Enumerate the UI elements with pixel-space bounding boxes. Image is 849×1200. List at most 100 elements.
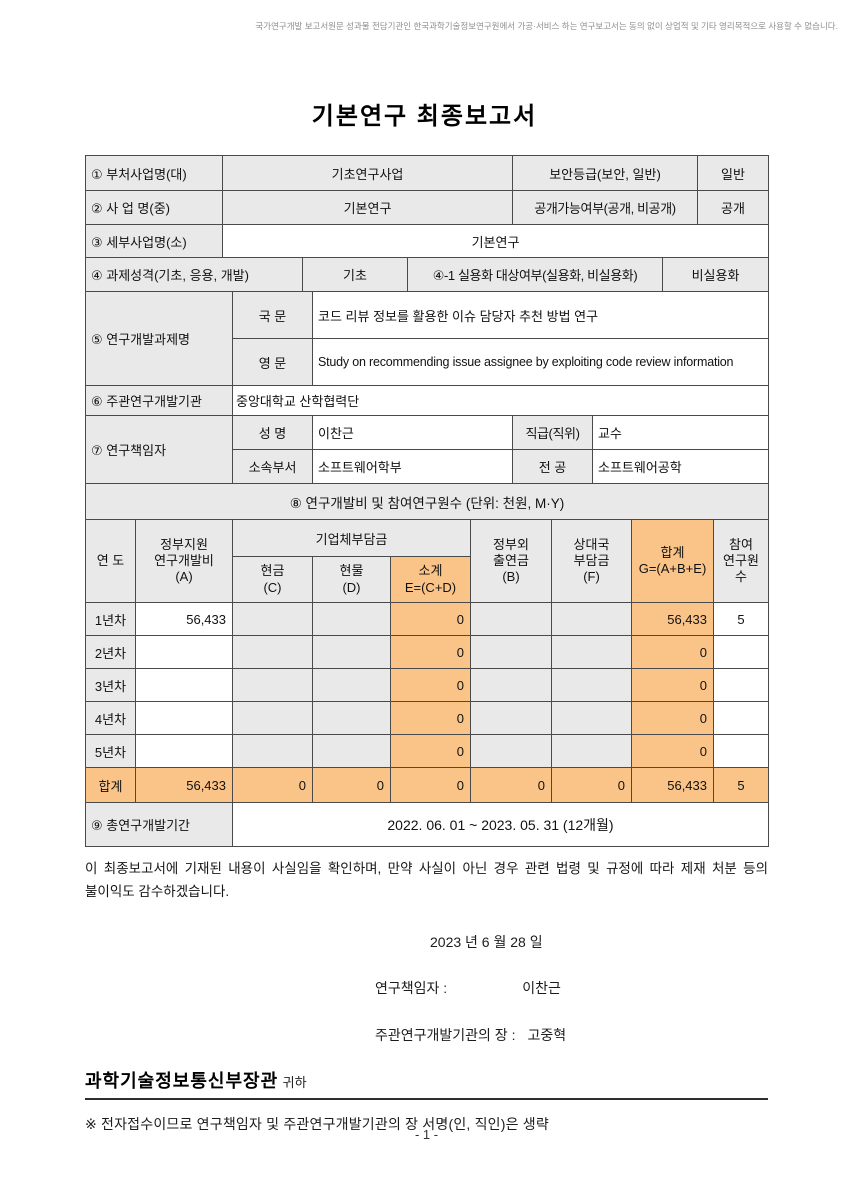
gov-fund-value <box>135 635 233 669</box>
partner-value <box>551 668 632 702</box>
cash-total: 0 <box>232 767 313 803</box>
electronic-submission-note: ※ 전자접수이므로 연구책임자 및 주관연구개발기관의 장 서명(인, 직인)은… <box>85 1115 549 1132</box>
field-label-title-korean: 국 문 <box>232 291 313 339</box>
field-label-subprogram: ③ 세부사업명(소) <box>85 224 223 258</box>
field-label-program-name: ② 사 업 명(중) <box>85 190 223 225</box>
non-gov-value <box>470 734 552 768</box>
signature-line-pi: 연구책임자 : 이찬근 <box>375 978 768 998</box>
year-label: 3년차 <box>85 668 136 702</box>
column-header-in-kind: 현물 (D) <box>312 556 391 603</box>
year-label: 4년차 <box>85 701 136 735</box>
column-header-total: 합계 G=(A+B+E) <box>631 519 714 603</box>
field-label-pi-rank: 직급(직위) <box>512 415 593 450</box>
table-row: 영 문 Study on recommending issue assignee… <box>86 338 769 386</box>
info-table-project-type: ④ 과제성격(기초, 응용, 개발) 기초 ④-1 실용화 대상여부(실용화, … <box>85 257 769 292</box>
column-header-company-share: 기업체부담금 <box>232 519 471 557</box>
field-value-pi-department: 소프트웨어학부 <box>312 449 513 484</box>
total-value: 0 <box>631 635 714 669</box>
column-header-gov-fund: 정부지원 연구개발비 (A) <box>135 519 233 603</box>
org-signature-label: 주관연구개발기관의 장 : <box>375 1026 516 1043</box>
field-label-pi-department: 소속부서 <box>232 449 313 484</box>
column-header-year: 연 도 <box>85 519 136 603</box>
gov-fund-value <box>135 734 233 768</box>
partner-value <box>551 701 632 735</box>
signature-date: 2023 년 6 월 28 일 <box>430 933 543 950</box>
field-value-pi-major: 소프트웨어공학 <box>592 449 769 484</box>
table-row: ⑨ 총연구개발기간 2022. 06. 01 ~ 2023. 05. 31 (1… <box>85 802 769 847</box>
gov-fund-value: 56,433 <box>135 602 233 636</box>
in-kind-value <box>312 701 391 735</box>
cash-value <box>232 701 313 735</box>
column-header-members: 참여 연구원수 <box>713 519 769 603</box>
field-value-lead-institution: 중앙대학교 산학협력단 <box>232 385 769 416</box>
field-label-total-period: ⑨ 총연구개발기간 <box>85 802 233 847</box>
field-value-program-name: 기본연구 <box>222 190 513 225</box>
field-value-ministry-program: 기초연구사업 <box>222 155 513 191</box>
year-label: 5년차 <box>85 734 136 768</box>
in-kind-total: 0 <box>312 767 391 803</box>
declaration-text: 이 최종보고서에 기재된 내용이 사실임을 확인하며, 만약 사실이 아닌 경우… <box>85 861 768 899</box>
org-signature-name: 고중혁 <box>527 1026 567 1043</box>
subtotal-value: 0 <box>390 668 471 702</box>
non-gov-value <box>470 635 552 669</box>
members-total: 5 <box>713 767 769 803</box>
in-kind-value <box>312 734 391 768</box>
total-value: 56,433 <box>631 602 714 636</box>
non-gov-total: 0 <box>470 767 552 803</box>
field-value-title-english: Study on recommending issue assignee by … <box>312 338 769 386</box>
info-table-period: ⑨ 총연구개발기간 2022. 06. 01 ~ 2023. 05. 31 (1… <box>85 802 769 847</box>
table-row: ② 사 업 명(중) 기본연구 공개가능여부(공개, 비공개) 공개 <box>85 190 769 225</box>
subtotal-value: 0 <box>390 734 471 768</box>
total-value: 0 <box>631 734 714 768</box>
in-kind-value <box>312 635 391 669</box>
members-value: 5 <box>713 602 769 636</box>
field-value-pi-name: 이찬근 <box>312 415 513 450</box>
recipient-line: 과학기술정보통신부장관 귀하 <box>85 1067 768 1100</box>
pi-signature-label: 연구책임자 : <box>375 979 448 996</box>
year-label: 1년차 <box>85 602 136 636</box>
field-label-ministry-program: ① 부처사업명(대) <box>85 155 223 191</box>
field-value-subprogram: 기본연구 <box>222 224 769 258</box>
column-header-non-gov-fund: 정부외 출연금 (B) <box>470 519 552 603</box>
budget-header-row: 연 도 정부지원 연구개발비 (A) 기업체부담금 정부외 출연금 (B) 상대… <box>85 519 769 603</box>
total-value: 0 <box>631 701 714 735</box>
field-value-disclosure: 공개 <box>697 190 769 225</box>
in-kind-value <box>312 602 391 636</box>
gov-fund-value <box>135 701 233 735</box>
members-value <box>713 734 769 768</box>
partner-total: 0 <box>551 767 632 803</box>
budget-year-row: 5년차 0 0 <box>85 734 769 768</box>
budget-table: 연 도 정부지원 연구개발비 (A) 기업체부담금 정부외 출연금 (B) 상대… <box>85 519 769 803</box>
field-label-principal-investigator: ⑦ 연구책임자 <box>85 415 233 484</box>
field-value-commercialization: 비실용화 <box>662 257 769 292</box>
budget-section-title: ⑧ 연구개발비 및 참여연구원수 (단위: 천원, M·Y) <box>85 483 769 520</box>
field-label-pi-major: 전 공 <box>512 449 593 484</box>
subtotal-value: 0 <box>390 701 471 735</box>
field-label-title-english: 영 문 <box>232 338 313 386</box>
budget-year-row: 4년차 0 0 <box>85 701 769 735</box>
report-body: ① 부처사업명(대) 기초연구사업 보안등급(보안, 일반) 일반 ② 사 업 … <box>85 155 769 1142</box>
budget-year-row: 3년차 0 0 <box>85 668 769 702</box>
partner-value <box>551 602 632 636</box>
partner-value <box>551 734 632 768</box>
field-label-commercialization: ④-1 실용화 대상여부(실용화, 비실용화) <box>407 257 663 292</box>
budget-year-row: 2년차 0 0 <box>85 635 769 669</box>
cash-value <box>232 734 313 768</box>
field-value-pi-rank: 교수 <box>592 415 769 450</box>
field-label-project-type: ④ 과제성격(기초, 응용, 개발) <box>85 257 303 292</box>
grand-total: 56,433 <box>631 767 714 803</box>
info-table-top: ① 부처사업명(대) 기초연구사업 보안등급(보안, 일반) 일반 ② 사 업 … <box>85 155 769 225</box>
cash-value <box>232 635 313 669</box>
copyright-disclaimer: 국가연구개발 보고서원문 성과물 전담기관인 한국과학기술정보연구원에서 가공·… <box>255 21 838 31</box>
non-gov-value <box>470 668 552 702</box>
non-gov-value <box>470 602 552 636</box>
table-row: 소속부서 소프트웨어학부 전 공 소프트웨어공학 <box>86 449 769 484</box>
recipient-honorific: 귀하 <box>282 1074 307 1090</box>
members-value <box>713 668 769 702</box>
table-row: ④ 과제성격(기초, 응용, 개발) 기초 ④-1 실용화 대상여부(실용화, … <box>85 257 769 292</box>
field-label-lead-institution: ⑥ 주관연구개발기관 <box>85 385 233 416</box>
table-row: ⑧ 연구개발비 및 참여연구원수 (단위: 천원, M·Y) <box>85 483 769 520</box>
gov-fund-total: 56,433 <box>135 767 233 803</box>
table-row: ⑥ 주관연구개발기관 중앙대학교 산학협력단 <box>85 385 769 416</box>
field-label-pi-name: 성 명 <box>232 415 313 450</box>
